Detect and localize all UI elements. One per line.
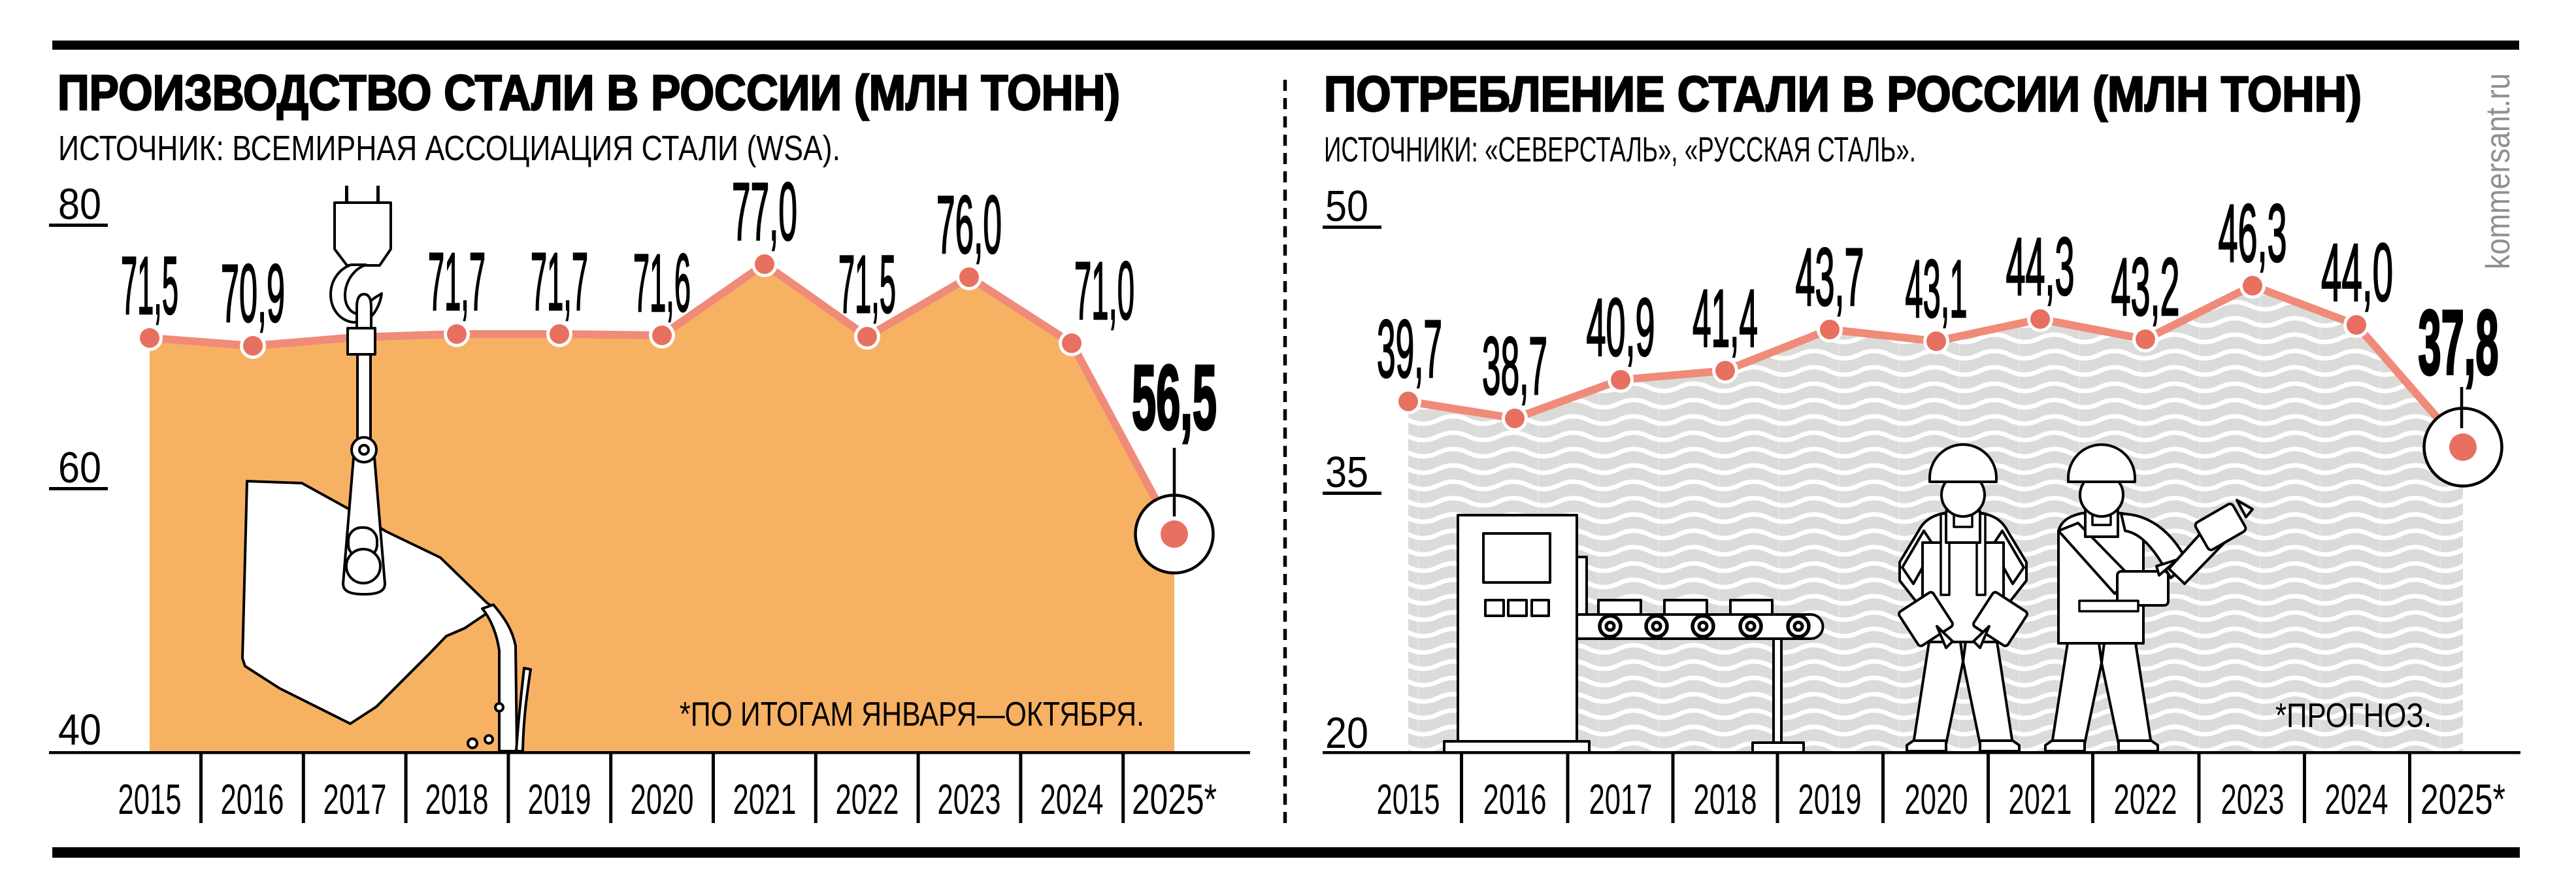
svg-text:77,0: 77,0	[732, 167, 797, 258]
svg-text:44,0: 44,0	[2321, 227, 2393, 318]
svg-text:2022: 2022	[836, 775, 899, 823]
svg-text:2016: 2016	[1483, 775, 1547, 823]
svg-text:71,0: 71,0	[1074, 246, 1134, 337]
svg-text:2015: 2015	[1377, 775, 1440, 823]
svg-text:2020: 2020	[631, 775, 694, 823]
svg-text:35: 35	[1325, 448, 1368, 497]
svg-text:2019: 2019	[528, 775, 591, 823]
svg-text:*ПРОГНОЗ.: *ПРОГНОЗ.	[2275, 697, 2432, 735]
svg-text:43,1: 43,1	[1906, 244, 1968, 335]
svg-text:2016: 2016	[221, 775, 284, 823]
svg-text:2020: 2020	[1905, 775, 1968, 823]
svg-text:71,5: 71,5	[121, 241, 178, 331]
svg-text:70,9: 70,9	[221, 248, 285, 339]
svg-text:40,9: 40,9	[1587, 282, 1655, 373]
svg-text:kommersant.ru: kommersant.ru	[2479, 73, 2517, 269]
svg-text:2021: 2021	[733, 775, 797, 823]
svg-text:37,8: 37,8	[2419, 291, 2499, 394]
svg-text:ПОТРЕБЛЕНИЕ СТАЛИ В РОССИИ (МЛ: ПОТРЕБЛЕНИЕ СТАЛИ В РОССИИ (МЛН ТОНН)	[1324, 67, 2362, 122]
svg-text:50: 50	[1325, 182, 1368, 231]
svg-text:2018: 2018	[1694, 775, 1757, 823]
svg-text:2024: 2024	[2325, 775, 2388, 823]
svg-text:2023: 2023	[2221, 775, 2285, 823]
svg-text:2023: 2023	[938, 775, 1001, 823]
svg-text:43,7: 43,7	[1796, 232, 1864, 323]
svg-text:44,3: 44,3	[2006, 222, 2075, 312]
svg-text:2018: 2018	[425, 775, 489, 823]
svg-text:ПРОИЗВОДСТВО СТАЛИ В РОССИИ (М: ПРОИЗВОДСТВО СТАЛИ В РОССИИ (МЛН ТОНН)	[58, 65, 1120, 121]
svg-text:46,3: 46,3	[2219, 188, 2287, 279]
svg-text:40: 40	[58, 705, 101, 754]
svg-text:*ПО ИТОГАМ ЯНВАРЯ—ОКТЯБРЯ.: *ПО ИТОГАМ ЯНВАРЯ—ОКТЯБРЯ.	[680, 696, 1144, 733]
svg-text:71,7: 71,7	[531, 237, 588, 328]
svg-text:71,6: 71,6	[633, 238, 691, 329]
svg-text:ИСТОЧНИК: ВСЕМИРНАЯ АССОЦИАЦИЯ: ИСТОЧНИК: ВСЕМИРНАЯ АССОЦИАЦИЯ СТАЛИ (WS…	[58, 129, 840, 168]
svg-text:60: 60	[58, 443, 101, 492]
svg-text:80: 80	[58, 180, 101, 229]
svg-text:2017: 2017	[1589, 775, 1653, 823]
svg-text:ИСТОЧНИКИ: «СЕВЕРСТАЛЬ», «РУСС: ИСТОЧНИКИ: «СЕВЕРСТАЛЬ», «РУССКАЯ СТАЛЬ»…	[1324, 130, 1916, 169]
svg-text:2021: 2021	[2009, 775, 2072, 823]
svg-text:43,2: 43,2	[2111, 242, 2180, 333]
svg-text:20: 20	[1325, 709, 1368, 758]
svg-text:38,7: 38,7	[1482, 321, 1547, 412]
svg-text:2025*: 2025*	[2420, 775, 2505, 823]
svg-text:2015: 2015	[118, 775, 182, 823]
svg-text:2025*: 2025*	[1132, 775, 1217, 823]
svg-text:56,5: 56,5	[1132, 346, 1217, 448]
svg-text:2019: 2019	[1798, 775, 1862, 823]
svg-text:71,7: 71,7	[428, 237, 486, 328]
svg-text:2022: 2022	[2114, 775, 2177, 823]
svg-text:2017: 2017	[323, 775, 387, 823]
svg-text:76,0: 76,0	[936, 180, 1002, 271]
svg-text:39,7: 39,7	[1377, 304, 1442, 395]
svg-text:2024: 2024	[1040, 775, 1104, 823]
svg-text:71,5: 71,5	[838, 239, 896, 330]
svg-text:41,4: 41,4	[1693, 273, 1758, 364]
